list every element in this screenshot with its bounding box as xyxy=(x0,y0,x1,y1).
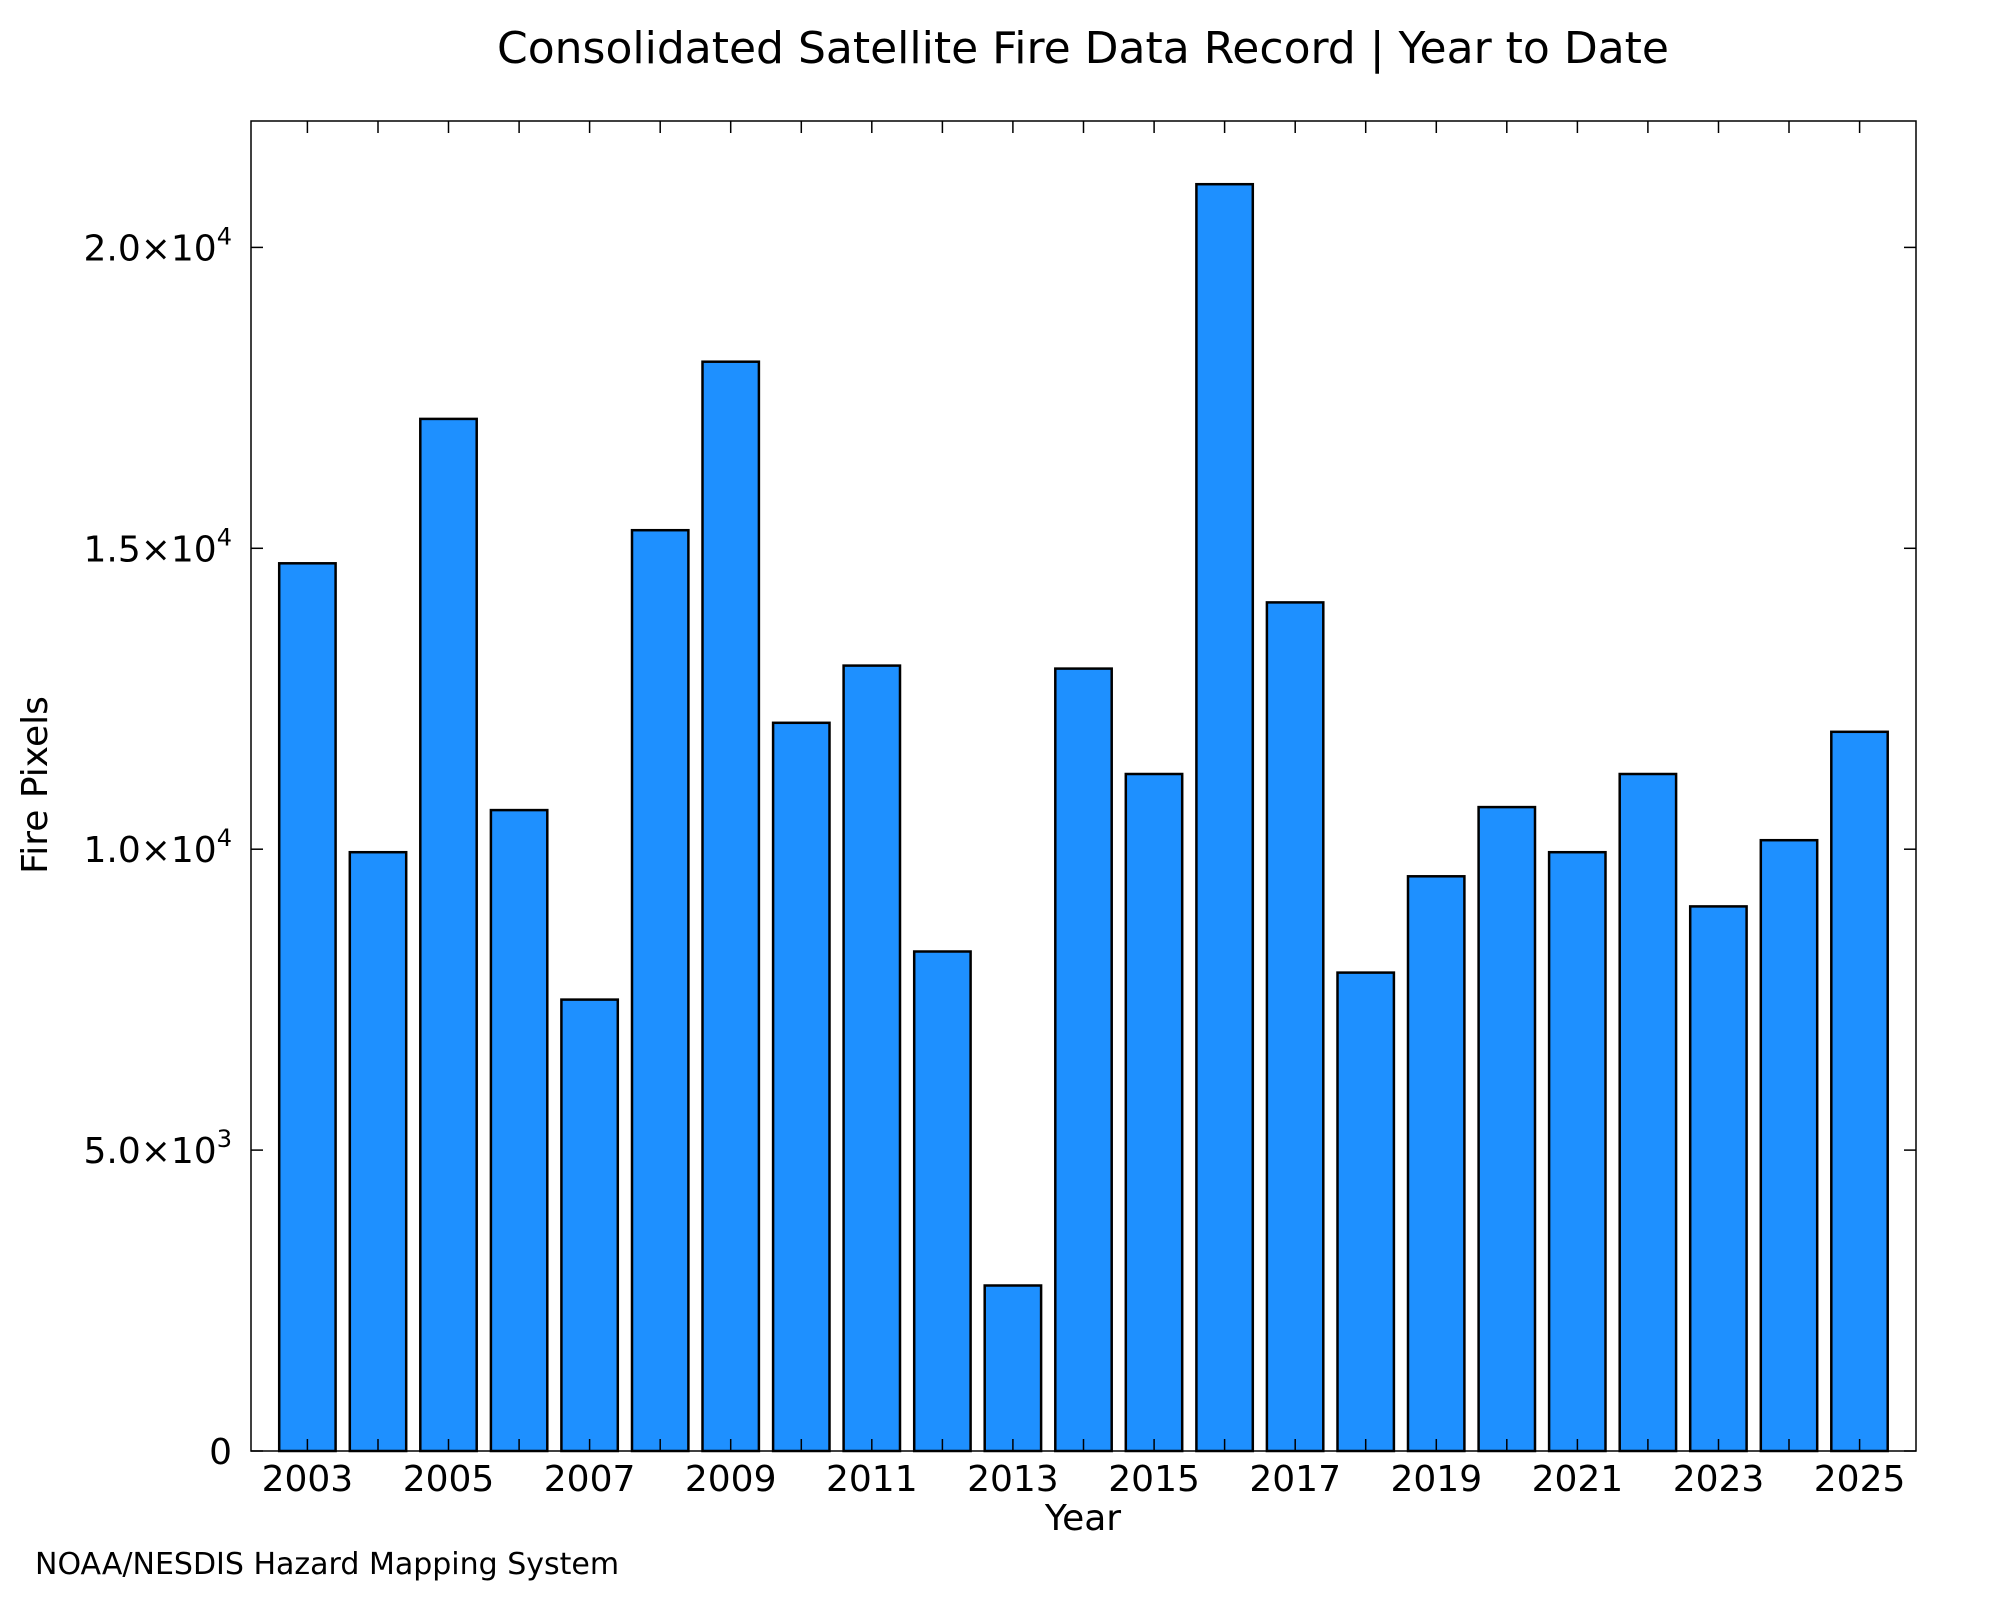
bar-2014 xyxy=(1054,667,1113,1453)
x-tick-label-2003: 2003 xyxy=(262,1459,354,1500)
bar-2009 xyxy=(701,360,761,1453)
bar-2021 xyxy=(1547,850,1607,1453)
x-tick-label-2013: 2013 xyxy=(967,1459,1059,1500)
bar-2006 xyxy=(489,808,549,1453)
bar-2017 xyxy=(1265,601,1325,1453)
bars-group xyxy=(277,182,1889,1453)
y-tick-mantissa: 0 xyxy=(209,1432,232,1473)
y-tick-exponent: 4 xyxy=(217,523,232,551)
bar-2015 xyxy=(1124,772,1184,1453)
bar-2005 xyxy=(419,417,478,1453)
y-axis-label: Fire Pixels xyxy=(15,696,56,874)
y-tick-label-20000: 2.0×104 xyxy=(83,222,232,269)
y-tick-exponent: 4 xyxy=(217,222,232,250)
bar-2016 xyxy=(1195,182,1255,1453)
x-tick-label-2019: 2019 xyxy=(1390,1459,1482,1500)
bar-2003 xyxy=(277,562,337,1453)
y-tick-exponent: 3 xyxy=(217,1125,232,1153)
y-tick-label-0: 0 xyxy=(209,1432,232,1473)
bar-2024 xyxy=(1759,838,1819,1453)
bar-2020 xyxy=(1477,805,1537,1453)
x-tick-labels: 2003 2005 2007 2009 2011 2013 2015 2017 2019 2021… xyxy=(262,1459,1906,1500)
y-tick-label-15000: 1.5×104 xyxy=(83,523,232,570)
y-tick-mantissa: 1.5×10 xyxy=(83,529,216,570)
y-tick-label-5000: 5.0×103 xyxy=(83,1125,232,1172)
y-tick-mantissa: 5.0×10 xyxy=(83,1131,216,1172)
plot-frame xyxy=(250,120,1917,1452)
y-tick-exponent: 4 xyxy=(217,824,232,852)
bar-2019 xyxy=(1406,875,1466,1453)
bar-2022 xyxy=(1618,772,1678,1453)
bar-2013 xyxy=(983,1284,1043,1453)
x-tick-label-2023: 2023 xyxy=(1673,1459,1765,1500)
bar-2018 xyxy=(1336,971,1396,1453)
bar-2012 xyxy=(912,950,972,1453)
bar-2011 xyxy=(842,664,902,1453)
y-tick-label-10000: 1.0×104 xyxy=(83,824,232,871)
y-tick-mantissa: 2.0×10 xyxy=(83,228,216,269)
bar-2007 xyxy=(560,998,620,1453)
x-tick-label-2007: 2007 xyxy=(544,1459,636,1500)
credit-text: NOAA/NESDIS Hazard Mapping System xyxy=(35,1547,619,1582)
x-tick-label-2005: 2005 xyxy=(403,1459,495,1500)
x-tick-label-2011: 2011 xyxy=(826,1459,918,1500)
chart-title: Consolidated Satellite Fire Data Record … xyxy=(497,23,1669,74)
x-tick-label-2021: 2021 xyxy=(1532,1459,1624,1500)
x-tick-label-2025: 2025 xyxy=(1814,1459,1906,1500)
bar-2004 xyxy=(348,850,408,1453)
bar-2023 xyxy=(1688,905,1748,1453)
bar-2025 xyxy=(1830,730,1889,1453)
x-tick-label-2017: 2017 xyxy=(1249,1459,1341,1500)
y-tick-mantissa: 1.0×10 xyxy=(83,830,216,871)
x-tick-label-2009: 2009 xyxy=(685,1459,777,1500)
x-axis-label: Year xyxy=(1044,1498,1121,1539)
bar-2010 xyxy=(771,721,831,1453)
bar-2008 xyxy=(630,528,690,1453)
x-tick-label-2015: 2015 xyxy=(1108,1459,1200,1500)
